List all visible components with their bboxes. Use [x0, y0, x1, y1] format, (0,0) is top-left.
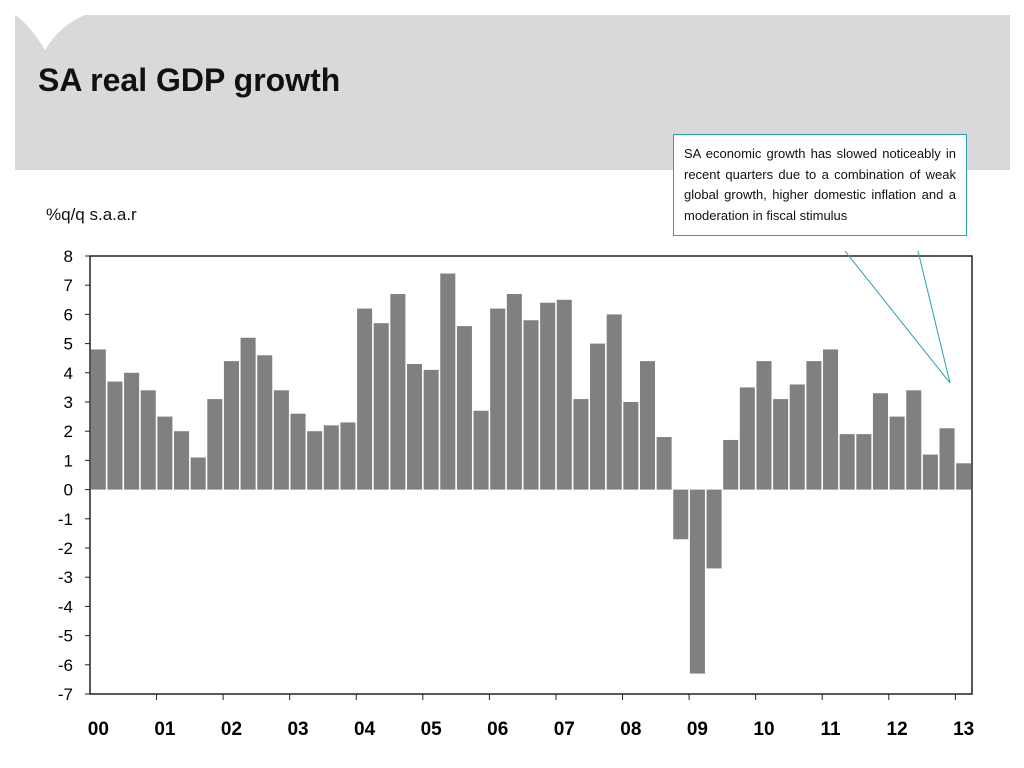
y-tick-label: -1 [58, 510, 73, 529]
bar [506, 293, 522, 490]
y-tick-label: 3 [64, 393, 73, 412]
bar [140, 390, 156, 490]
y-tick-label: 0 [64, 481, 73, 500]
annotation-callout: SA economic growth has slowed noticeably… [673, 134, 967, 236]
bar [223, 361, 239, 490]
y-tick-label: -6 [58, 656, 73, 675]
y-tick-label: 8 [64, 247, 73, 266]
x-tick-label: 13 [953, 719, 974, 740]
bar [706, 489, 722, 569]
bar [656, 437, 672, 490]
bar [689, 489, 705, 674]
bar [273, 390, 289, 490]
bar [889, 416, 905, 490]
y-tick-label: -3 [58, 568, 73, 587]
bar [107, 381, 123, 490]
x-tick-label: 05 [421, 719, 443, 740]
y-tick-label: 2 [64, 422, 73, 441]
bar [590, 343, 606, 490]
x-tick-label: 01 [154, 719, 176, 740]
bar [573, 399, 589, 490]
bar [773, 399, 789, 490]
bar [922, 454, 938, 490]
bar [789, 384, 805, 490]
x-tick-label: 02 [221, 719, 242, 740]
y-tick-label: -5 [58, 627, 73, 646]
bar [373, 323, 389, 490]
bar [556, 299, 572, 490]
y-tick-label: 4 [64, 364, 73, 383]
bar [856, 434, 872, 490]
bar [540, 302, 556, 490]
bar [390, 293, 406, 490]
slide-title: SA real GDP growth [38, 62, 341, 98]
bar [423, 369, 439, 490]
bar [190, 457, 206, 490]
y-tick-label: -4 [58, 597, 73, 616]
x-tick-label: 04 [354, 719, 376, 740]
callout-pointer [844, 250, 951, 384]
bar [806, 361, 822, 490]
x-tick-label: 07 [554, 719, 575, 740]
x-tick-label: 09 [687, 719, 708, 740]
bar [623, 402, 639, 490]
bar [290, 413, 306, 490]
y-tick-label: -7 [58, 685, 73, 704]
x-tick-label: 12 [887, 719, 908, 740]
bar [606, 314, 622, 490]
bar [839, 434, 855, 490]
bar [90, 349, 106, 490]
bar [490, 308, 506, 490]
y-tick-label: 5 [64, 335, 73, 354]
bar [523, 320, 539, 490]
bar [340, 422, 356, 490]
x-tick-label: 11 [821, 719, 842, 740]
bar [872, 393, 888, 490]
bar [639, 361, 656, 490]
bar [823, 349, 839, 490]
bar [939, 428, 955, 490]
bar [323, 425, 339, 490]
y-tick-label: 1 [64, 451, 73, 470]
bar [157, 416, 173, 490]
x-tick-label: 08 [620, 719, 641, 740]
bar [956, 463, 972, 490]
bar [739, 387, 755, 490]
y-tick-label: -2 [58, 539, 73, 558]
bar [906, 390, 922, 490]
bar [756, 361, 772, 490]
bar [240, 337, 256, 490]
bar [406, 364, 423, 490]
bar [673, 489, 689, 540]
bar [257, 355, 273, 490]
y-tick-label: 7 [64, 276, 73, 295]
bar [723, 439, 739, 490]
x-tick-label: 10 [753, 719, 774, 740]
bar [357, 308, 373, 490]
bar [174, 431, 190, 490]
x-tick-label: 00 [88, 719, 109, 740]
bar [456, 326, 472, 490]
bar [473, 410, 489, 490]
y-axis-label: %q/q s.a.a.r [46, 205, 137, 224]
bar [307, 431, 323, 490]
x-tick-label: 03 [287, 719, 308, 740]
bar [440, 273, 456, 490]
page-curl-decoration [15, 15, 85, 50]
x-tick-label: 06 [487, 719, 508, 740]
y-tick-label: 6 [64, 305, 73, 324]
bar [124, 372, 140, 490]
bar [207, 399, 223, 490]
